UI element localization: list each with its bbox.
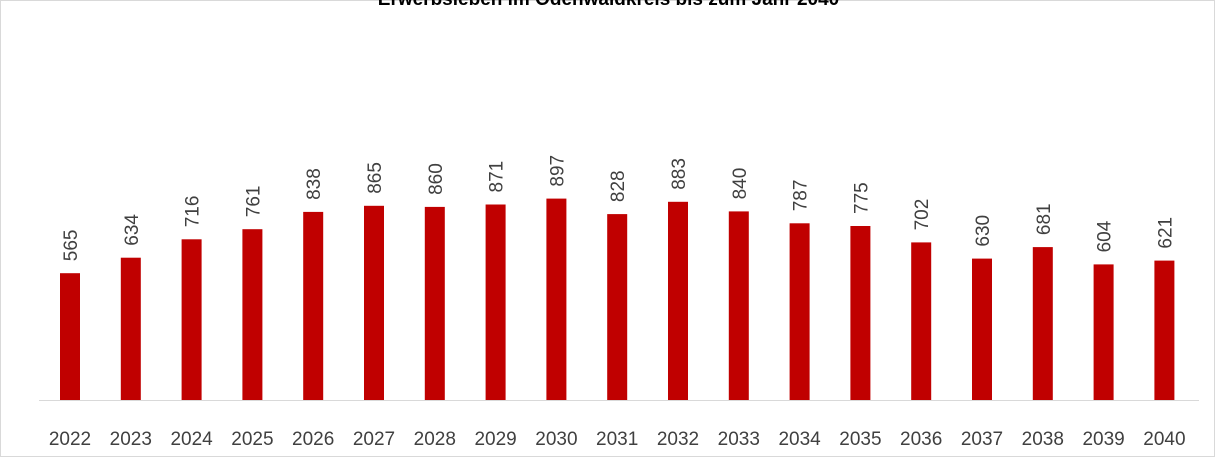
x-tick-label-2035: 2035 <box>839 429 881 450</box>
value-label-2033: 840 <box>730 168 751 200</box>
bar-2022 <box>60 273 80 400</box>
x-tick-label-2027: 2027 <box>353 429 395 450</box>
bar-2035 <box>850 226 871 400</box>
x-tick-label-2032: 2032 <box>657 429 699 450</box>
bar-2024 <box>181 239 202 400</box>
bars-group <box>60 198 1175 400</box>
x-tick-label-2026: 2026 <box>292 429 334 450</box>
bar-2036 <box>911 242 932 400</box>
x-tick-label-2023: 2023 <box>110 429 152 450</box>
bar-2032 <box>668 201 688 400</box>
value-label-2026: 838 <box>304 168 325 200</box>
value-label-2027: 865 <box>365 162 386 194</box>
value-label-2028: 860 <box>426 163 447 195</box>
bar-2029 <box>485 204 506 400</box>
value-label-2023: 634 <box>122 214 143 246</box>
value-label-2037: 630 <box>973 215 994 247</box>
value-label-2035: 775 <box>851 182 872 214</box>
x-tick-label-2033: 2033 <box>718 429 760 450</box>
value-label-2040: 621 <box>1155 217 1176 249</box>
bar-2027 <box>364 205 384 400</box>
value-label-2039: 604 <box>1095 220 1116 252</box>
x-tick-label-2022: 2022 <box>49 429 91 450</box>
bar-2026 <box>303 211 324 400</box>
x-tick-label-2028: 2028 <box>414 429 456 450</box>
chart-title: Erwerbsleben im Odenwaldkreis bis zum Ja… <box>1 0 1215 11</box>
bar-2023 <box>120 257 141 400</box>
x-tick-label-2037: 2037 <box>961 429 1003 450</box>
bar-2037 <box>972 258 992 400</box>
bar-2028 <box>424 206 445 400</box>
x-tick-label-2040: 2040 <box>1143 429 1185 450</box>
x-tick-labels-group: 2022 2023 2024 2025 2026 2027 2028 2029 2030 2031… <box>49 429 1186 450</box>
value-label-2025: 761 <box>243 185 264 217</box>
x-tick-label-2038: 2038 <box>1022 429 1064 450</box>
value-label-2024: 716 <box>183 196 204 228</box>
x-tick-label-2031: 2031 <box>596 429 638 450</box>
value-label-2031: 828 <box>608 170 629 202</box>
value-label-2022: 565 <box>61 229 82 261</box>
x-tick-label-2030: 2030 <box>535 429 577 450</box>
bar-2030 <box>546 198 567 400</box>
x-tick-label-2034: 2034 <box>778 429 821 450</box>
value-label-2036: 702 <box>912 199 933 231</box>
x-tick-label-2024: 2024 <box>170 429 213 450</box>
bar-2025 <box>242 229 263 400</box>
bar-2039 <box>1093 264 1114 400</box>
x-tick-label-2029: 2029 <box>474 429 516 450</box>
x-tick-label-2036: 2036 <box>900 429 942 450</box>
x-tick-label-2025: 2025 <box>231 429 273 450</box>
bar-2040 <box>1154 260 1175 400</box>
bar-2031 <box>607 214 628 400</box>
value-label-2038: 681 <box>1034 203 1055 235</box>
x-tick-label-2039: 2039 <box>1082 429 1124 450</box>
value-label-2034: 787 <box>791 180 812 212</box>
value-label-2030: 897 <box>547 155 568 187</box>
value-label-2032: 883 <box>669 158 690 190</box>
bar-2033 <box>728 211 749 400</box>
bar-2038 <box>1032 247 1053 400</box>
bar-2034 <box>789 223 810 400</box>
value-labels-group: 565 634 716 761 838 865 860 871 897 828 883 840 787 7… <box>61 155 1176 261</box>
value-label-2029: 871 <box>487 161 508 193</box>
